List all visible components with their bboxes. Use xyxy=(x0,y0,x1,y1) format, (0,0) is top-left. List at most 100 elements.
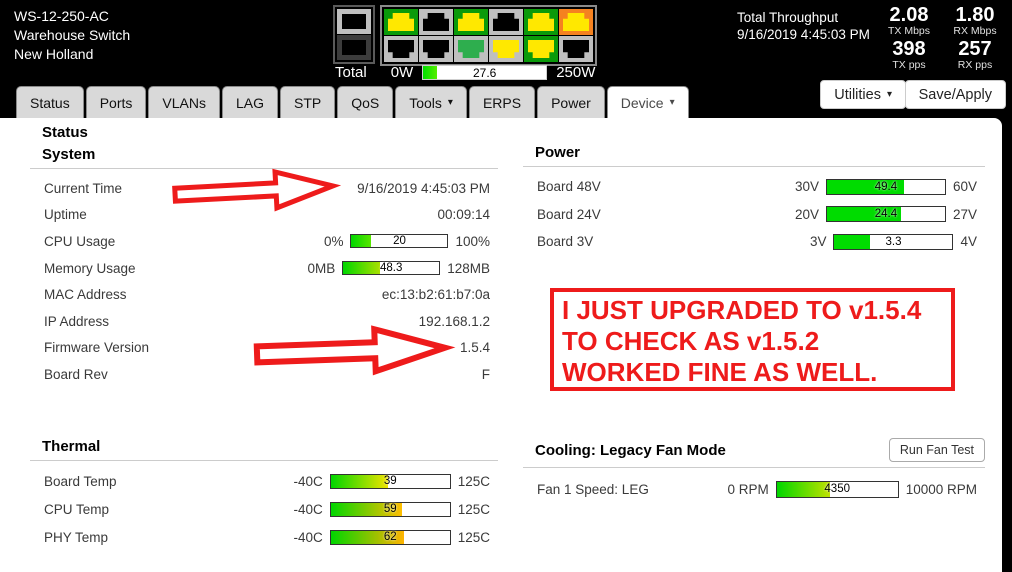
device-name: Warehouse Switch xyxy=(14,27,131,43)
port-10[interactable] xyxy=(524,36,558,62)
gauge-max: 128MB xyxy=(447,260,490,276)
row-board-temp: Board Temp -40C 39 125C xyxy=(30,467,498,495)
tab-ports[interactable]: Ports xyxy=(85,86,147,118)
throughput-title: Total Throughput xyxy=(737,10,839,25)
row-label: Board 48V xyxy=(537,179,601,195)
throughput-stats: 2.08 TX Mbps 1.80 RX Mbps 398 TX pps 257… xyxy=(876,5,1008,71)
row-cpu-temp: CPU Temp -40C 59 125C xyxy=(30,495,498,523)
port-4[interactable] xyxy=(419,36,453,62)
cooling-section-title: Cooling: Legacy Fan Mode xyxy=(535,441,726,459)
gauge-max: 60V xyxy=(952,179,977,195)
row-label: Uptime xyxy=(44,207,87,223)
stat-tx-mbps-label: TX Mbps xyxy=(887,25,930,37)
gauge-max: 10000 RPM xyxy=(905,481,977,497)
port-4-jack-icon xyxy=(423,40,449,58)
row-label: Board Temp xyxy=(44,473,117,489)
sfp-port-2[interactable] xyxy=(337,35,371,60)
row-label: Board 24V xyxy=(537,206,601,222)
row-label: IP Address xyxy=(44,313,110,329)
row-label: PHY Temp xyxy=(44,529,109,545)
port-11[interactable] xyxy=(559,9,593,35)
row-phy-temp: PHY Temp -40C 62 125C xyxy=(30,523,498,551)
cooling-section: Cooling: Legacy Fan Mode Run Fan Test Fa… xyxy=(523,438,985,504)
port-status-graphic xyxy=(333,5,597,66)
divider xyxy=(523,166,985,167)
page-title: Status xyxy=(42,124,88,141)
gauge-min: 30V xyxy=(794,179,819,195)
port-8[interactable] xyxy=(489,36,523,62)
gauge-fill xyxy=(826,179,904,194)
board-temp-gauge: -40C 39 125C xyxy=(293,473,490,489)
gauge-min: 0% xyxy=(323,233,344,249)
rj45-port-block xyxy=(380,5,597,66)
stat-tx-mbps-value: 2.08 xyxy=(889,4,929,26)
tab-status[interactable]: Status xyxy=(16,86,84,118)
annotation-arrow-current-time xyxy=(172,168,342,212)
gauge-min: 0 RPM xyxy=(727,481,769,497)
tab-power[interactable]: Power xyxy=(537,86,605,118)
gauge-min: -40C xyxy=(293,529,323,545)
tab-qos[interactable]: QoS xyxy=(337,86,394,118)
utilities-button[interactable]: Utilities ▾ xyxy=(820,80,906,109)
chevron-down-icon: ▾ xyxy=(447,96,453,108)
port-10-jack-icon xyxy=(528,40,554,58)
tab-lag[interactable]: LAG xyxy=(221,86,278,118)
gauge-max: 125C xyxy=(457,529,490,545)
save-apply-button[interactable]: Save/Apply xyxy=(904,80,1006,109)
port-1[interactable] xyxy=(384,9,418,35)
chevron-down-icon: ▾ xyxy=(886,88,892,100)
port-6[interactable] xyxy=(454,36,488,62)
port-5[interactable] xyxy=(454,9,488,35)
gauge-max: 125C xyxy=(457,473,490,489)
tab-vlans-label: VLANs xyxy=(162,94,206,111)
gauge-max: 100% xyxy=(455,233,490,249)
port-2[interactable] xyxy=(384,36,418,62)
stat-rx-mbps: 1.80 RX Mbps xyxy=(942,5,1008,37)
gauge-bar: 4350 xyxy=(775,480,899,498)
total-power-gauge-value: 27.6 xyxy=(473,65,497,80)
utilities-button-label: Utilities xyxy=(834,86,881,103)
device-location: New Holland xyxy=(14,46,94,62)
uptime-value: 00:09:14 xyxy=(437,207,490,223)
save-apply-button-label: Save/Apply xyxy=(918,86,992,103)
run-fan-test-button[interactable]: Run Fan Test xyxy=(888,438,985,462)
tab-erps[interactable]: ERPS xyxy=(468,86,536,118)
system-section: System Current Time 9/16/2019 4:45:03 PM… xyxy=(30,146,498,388)
gauge-value: 62 xyxy=(383,531,397,543)
port-6-jack-icon xyxy=(458,40,484,58)
port-11-jack-icon xyxy=(563,13,589,31)
tab-stp[interactable]: STP xyxy=(279,86,336,118)
port-7[interactable] xyxy=(489,9,523,35)
gauge-min: 0MB xyxy=(307,260,336,276)
gauge-min: -40C xyxy=(293,501,323,517)
gauge-value: 4350 xyxy=(824,483,850,495)
sfp-port-1[interactable] xyxy=(337,9,371,34)
port-3-jack-icon xyxy=(423,13,449,31)
row-firmware-version: Firmware Version 1.5.4 xyxy=(30,335,498,362)
row-board-rev: Board Rev F xyxy=(30,361,498,388)
tab-status-label: Status xyxy=(30,94,70,111)
tab-vlans[interactable]: VLANs xyxy=(148,86,220,118)
port-12[interactable] xyxy=(559,36,593,62)
gauge-bar: 24.4 xyxy=(825,206,946,223)
stat-rx-pps-label: RX pps xyxy=(957,59,993,71)
port-7-jack-icon xyxy=(493,13,519,31)
gauge-fill xyxy=(343,262,380,275)
port-9[interactable] xyxy=(524,9,558,35)
gauge-bar: 3.3 xyxy=(833,233,954,250)
row-label: Board Rev xyxy=(44,366,108,382)
gauge-fill xyxy=(330,474,388,488)
total-power-min: 0W xyxy=(390,64,414,81)
fan-1-speed-gauge: 0 RPM 4350 10000 RPM xyxy=(727,480,977,498)
power-section-title: Power xyxy=(535,144,581,161)
stat-rx-pps-value: 257 xyxy=(958,38,992,60)
annotation-note: I JUST UPGRADED TO v1.5.4 TO CHECK AS v1… xyxy=(550,288,955,391)
gauge-fill xyxy=(834,234,870,249)
port-3[interactable] xyxy=(419,9,453,35)
tab-device[interactable]: Device ▾ xyxy=(606,86,689,118)
tab-tools[interactable]: Tools ▾ xyxy=(395,86,467,118)
divider xyxy=(523,467,985,468)
tab-stp-label: STP xyxy=(293,94,322,111)
gauge-bar: 39 xyxy=(329,473,451,489)
gauge-bar: 49.4 xyxy=(825,178,946,195)
